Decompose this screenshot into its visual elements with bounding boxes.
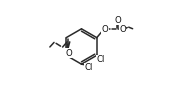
Text: O: O — [102, 25, 108, 34]
Text: O: O — [119, 25, 126, 34]
Text: Cl: Cl — [96, 55, 105, 64]
Text: Cl: Cl — [84, 63, 93, 72]
Text: O: O — [115, 16, 121, 25]
Text: O: O — [65, 49, 72, 57]
